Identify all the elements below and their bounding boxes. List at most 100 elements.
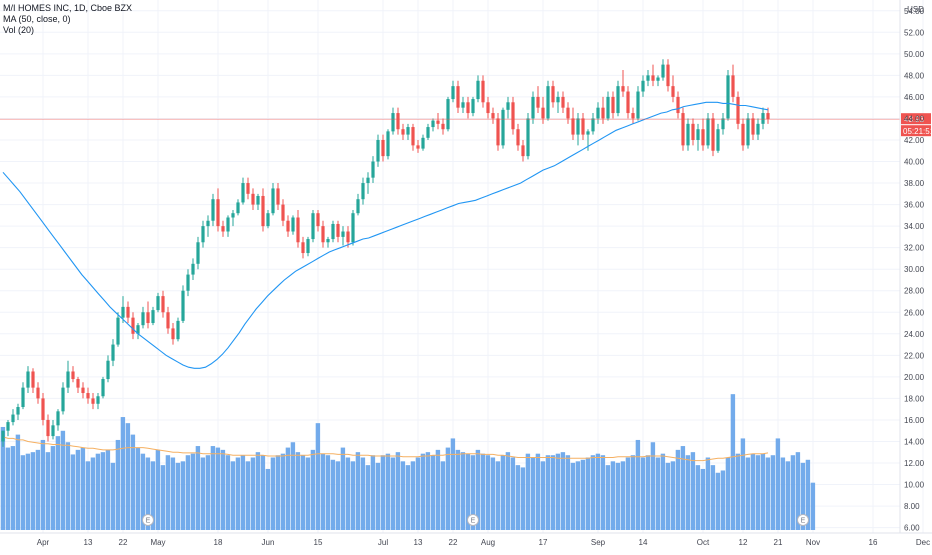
volume-bar [290,442,296,530]
time-tick-label: 18 [214,538,223,547]
price-tick-label: 54.00 [904,7,925,16]
volume-bar [315,423,321,530]
candle-down [516,129,520,146]
candle-down [46,419,50,437]
candle-up [391,113,395,132]
volume-bar [585,457,591,530]
volume-bar [515,465,521,530]
volume-bar [180,461,186,530]
price-tick-label: 44.00 [904,114,925,123]
volume-bar [270,457,276,530]
volume-indicator-label[interactable]: Vol (20) [3,25,35,35]
price-tick-label: 52.00 [904,28,925,37]
volume-bar [715,472,721,530]
volume-bar [765,457,771,530]
candle-up [761,113,765,124]
candle-down [741,123,745,146]
volume-bar [250,457,256,530]
symbol-title[interactable]: M/I HOMES INC, 1D, Cboe BZX [3,3,133,13]
candle-down [301,242,305,254]
volume-bar [360,457,366,530]
candle-down [536,96,540,108]
volume-bar [200,457,206,530]
volume-bar [505,452,511,530]
candle-up [591,118,595,132]
price-badge-label: 43.93 [904,115,925,124]
price-tick-label: 40.00 [904,158,925,167]
price-tick-label: 12.00 [904,459,925,468]
volume-bar [740,438,746,530]
volume-bar [140,453,146,530]
volume-bar [100,452,106,530]
volume-bar [255,452,261,530]
volume-bar [510,457,516,530]
candle-down [166,312,170,329]
candle-down [491,113,495,119]
volume-bar [485,455,491,530]
candle-up [406,127,410,135]
candle-down [286,220,290,232]
candle-up [111,344,115,361]
volume-bar [195,446,201,530]
volume-bar [470,455,476,530]
time-tick-label: Jul [378,538,388,547]
countdown-badge [901,125,931,137]
candle-down [541,107,545,119]
time-tick-label: 13 [84,538,93,547]
price-axis[interactable]: 6.00 8.00 10.00 12.00 14.00 16.00 18.00 20.00 22… [904,7,925,533]
volume-bar [550,455,556,530]
candle-up [211,199,215,221]
candle-up [646,75,650,81]
candle-up [526,118,530,157]
price-tick-label: 24.00 [904,330,925,339]
volume-bar [70,454,76,530]
candle-up [11,414,15,423]
candle-up [306,239,310,254]
candle-up [56,411,60,426]
candle-up [371,161,375,178]
earnings-icon-label: E [471,518,476,525]
candle-down [161,296,165,313]
volume-bar [425,452,431,530]
volume-bar [305,457,311,530]
ma-indicator-label[interactable]: MA (50, close, 0) [3,14,71,24]
volume-bar [265,468,271,530]
candle-down [631,113,635,119]
time-tick-label: Aug [481,538,495,547]
moving-average-line [2,101,769,369]
candle-up [1,430,5,442]
candle-down [401,129,405,135]
candle-down [566,107,570,119]
candle-up [586,131,590,135]
earnings-icon [142,514,154,526]
price-tick-label: 14.00 [904,437,925,446]
candle-up [136,325,140,334]
candle-down [571,118,575,135]
volume-bar [690,452,696,530]
volume-bar [35,449,41,530]
volume-bar [500,455,506,530]
volume-bar [760,453,766,530]
volume-bar [605,465,611,530]
candle-up [201,226,205,243]
volume-bar [805,459,811,530]
volume-bar [350,461,356,530]
volume-bar [5,447,11,530]
candle-up [726,75,730,119]
candle-down [521,145,525,157]
candle-up [231,213,235,218]
candle-down [296,217,300,243]
candle-up [101,379,105,397]
time-axis[interactable]: Apr 13 22 May 18 Jun 15 Jul 13 22 Aug 17 Sep 14 Oct 12 2… [37,538,930,547]
candle-down [146,312,150,324]
price-tick-label: 6.00 [904,524,920,533]
candle-down [316,213,320,227]
volume-bar [385,453,391,530]
volume-bar [280,453,286,530]
candle-up [206,220,210,227]
volume-bar [330,459,336,530]
volume-bar [735,453,741,530]
candle-up [366,177,370,184]
